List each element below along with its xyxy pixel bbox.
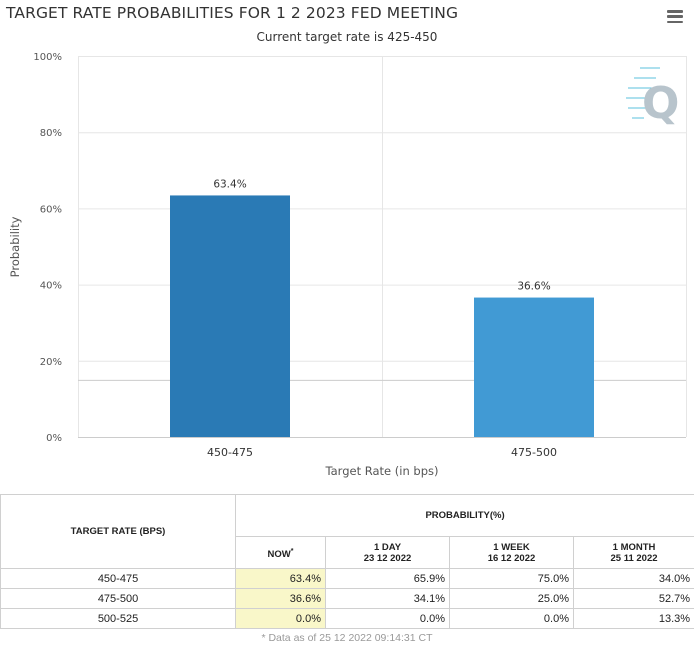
- data-timestamp-footnote: * Data as of 25 12 2022 09:14:31 CT: [261, 632, 433, 644]
- bar: [474, 297, 594, 437]
- column-header-now: NOW*: [235, 536, 326, 569]
- bar-series: 63.4% 36.6%: [170, 178, 594, 437]
- data-label: 36.6%: [517, 281, 550, 293]
- month-cell: 52.7%: [572, 588, 694, 609]
- x-axis: 450-475 475-500: [207, 446, 557, 459]
- month-cell: 34.0%: [572, 568, 694, 589]
- column-header-1-week: 1 WEEK 16 12 2022: [449, 536, 574, 569]
- week-cell: 25.0%: [449, 588, 574, 609]
- y-axis: 0% 20% 40% 60% 80% 100%: [33, 52, 62, 444]
- table-row: 475-500 36.6% 34.1% 25.0% 52.7%: [0, 588, 694, 609]
- y-tick-label: 20%: [40, 357, 62, 368]
- data-label: 63.4%: [213, 178, 246, 190]
- y-tick-label: 80%: [40, 128, 62, 139]
- table-row: 500-525 0.0% 0.0% 0.0% 13.3%: [0, 608, 694, 629]
- grid-lines: [78, 56, 687, 438]
- watermark-logo: Q: [626, 67, 679, 129]
- now-cell: 63.4%: [235, 568, 326, 589]
- rate-cell: 500-525: [0, 608, 236, 629]
- probability-group-header: PROBABILITY(%): [234, 494, 694, 537]
- bar-chart: Q 63.4%36.6% 0%20%40%60%80%100% 450-475 4…: [8, 52, 687, 478]
- day-cell: 65.9%: [325, 568, 450, 589]
- week-cell: 0.0%: [449, 608, 574, 629]
- y-tick-label: 40%: [40, 281, 62, 292]
- month-cell: 13.3%: [572, 608, 694, 629]
- now-cell: 0.0%: [235, 608, 326, 629]
- column-header-1-month: 1 MONTH 25 11 2022: [572, 536, 694, 569]
- x-tick-label: 450-475: [207, 446, 253, 459]
- chart-subtitle: Current target rate is 425-450: [256, 30, 438, 44]
- day-cell: 34.1%: [325, 588, 450, 609]
- y-tick-label: 100%: [33, 52, 62, 63]
- rate-column-header: TARGET RATE (BPS): [0, 494, 236, 569]
- table-row: 450-475 63.4% 65.9% 75.0% 34.0%: [0, 568, 694, 589]
- day-cell: 0.0%: [325, 608, 450, 629]
- x-tick-label: 475-500: [511, 446, 557, 459]
- now-cell: 36.6%: [235, 588, 326, 609]
- watermark-letter: Q: [642, 78, 679, 129]
- y-tick-label: 0%: [46, 433, 62, 444]
- rate-cell: 475-500: [0, 588, 236, 609]
- probability-table: TARGET RATE (BPS) PROBABILITY(%) NOW* 1 …: [0, 494, 694, 629]
- y-tick-label: 60%: [40, 204, 62, 215]
- week-cell: 75.0%: [449, 568, 574, 589]
- rate-cell: 450-475: [0, 568, 236, 589]
- x-axis-title: Target Rate (in bps): [325, 464, 439, 478]
- chart-title: TARGET RATE PROBABILITIES FOR 1 2 2023 F…: [6, 4, 459, 22]
- y-axis-title: Probability: [8, 216, 22, 277]
- hamburger-menu-icon[interactable]: [667, 10, 683, 24]
- column-header-1-day: 1 DAY 23 12 2022: [325, 536, 450, 569]
- bar: [170, 195, 290, 437]
